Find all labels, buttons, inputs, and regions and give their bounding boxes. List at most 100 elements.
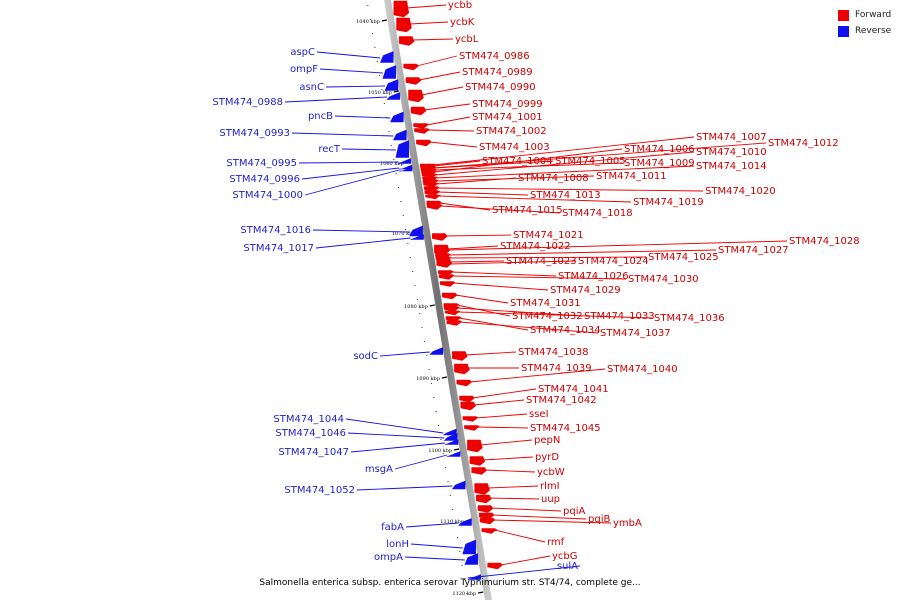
gene-label-STM474_1018[interactable]: STM474_1018: [562, 208, 633, 219]
gene-label-STM474_1046[interactable]: STM474_1046: [275, 428, 346, 439]
gene-label-STM474_1023[interactable]: STM474_1023: [506, 256, 577, 267]
gene-label-STM474_1031[interactable]: STM474_1031: [510, 298, 581, 309]
gene-label-ycbK[interactable]: ycbK: [450, 17, 475, 28]
gene-label-STM474_1009[interactable]: STM474_1009: [624, 158, 695, 169]
gene-label-STM474_0996[interactable]: STM474_0996: [229, 174, 300, 185]
gene-label-STM474_1000[interactable]: STM474_1000: [232, 190, 303, 201]
gene-label-STM474_1008[interactable]: STM474_1008: [518, 173, 589, 184]
gene-label-STM474_1005[interactable]: STM474_1005: [555, 156, 626, 167]
gene-label-STM474_1026[interactable]: STM474_1026: [558, 271, 629, 282]
gene-label-rlmI[interactable]: rlmI: [540, 481, 560, 492]
gene-label-STM474_1044[interactable]: STM474_1044: [273, 414, 344, 425]
gene-label-STM474_1033[interactable]: STM474_1033: [584, 311, 655, 322]
gene-label-STM474_1013[interactable]: STM474_1013: [530, 190, 601, 201]
gene-label-msgA[interactable]: msgA: [365, 464, 393, 475]
gene-label-STM474_1025[interactable]: STM474_1025: [648, 252, 719, 263]
connector-STM474_1010: [434, 151, 695, 176]
gene-label-STM474_1002[interactable]: STM474_1002: [476, 126, 547, 137]
gene-label-STM474_1042[interactable]: STM474_1042: [526, 395, 597, 406]
minor-tick: [426, 355, 428, 356]
minor-tick: [463, 579, 465, 580]
reverse-swatch: [838, 25, 849, 37]
gene-label-pyrD[interactable]: pyrD: [535, 452, 559, 463]
gene-label-STM474_1032[interactable]: STM474_1032: [512, 311, 583, 322]
minor-tick: [400, 201, 402, 202]
gene-arrow-sseI: [462, 416, 479, 422]
gene-arrow-STM474_1021: [431, 233, 448, 241]
gene-label-STM474_1021[interactable]: STM474_1021: [513, 230, 584, 241]
gene-label-STM474_1003[interactable]: STM474_1003: [479, 142, 550, 153]
gene-label-lonH[interactable]: lonH: [386, 539, 409, 550]
gene-label-STM474_1040[interactable]: STM474_1040: [607, 364, 678, 375]
gene-label-STM474_0993[interactable]: STM474_0993: [219, 128, 290, 139]
gene-label-STM474_1027[interactable]: STM474_1027: [718, 245, 789, 256]
gene-label-ycbG[interactable]: ycbG: [552, 551, 578, 562]
gene-label-ompF[interactable]: ompF: [290, 64, 318, 75]
gene-label-asnC[interactable]: asnC: [299, 82, 324, 93]
gene-label-rmf[interactable]: rmf: [547, 537, 565, 548]
gene-label-STM474_1047[interactable]: STM474_1047: [278, 447, 349, 458]
connector-STM474_1023: [449, 260, 505, 263]
gene-label-pqiB[interactable]: pqiB: [588, 514, 610, 525]
connector-STM474_1045: [477, 426, 529, 429]
gene-label-STM474_1019[interactable]: STM474_1019: [633, 197, 704, 208]
gene-label-STM474_1029[interactable]: STM474_1029: [550, 285, 621, 296]
gene-label-STM474_1045[interactable]: STM474_1045: [530, 423, 601, 434]
gene-label-STM474_1020[interactable]: STM474_1020: [705, 186, 776, 197]
gene-label-STM474_1022[interactable]: STM474_1022: [500, 241, 571, 252]
gene-label-STM474_1034[interactable]: STM474_1034: [530, 325, 601, 336]
minor-tick: [372, 33, 374, 34]
gene-label-STM474_1017[interactable]: STM474_1017: [243, 243, 314, 254]
gene-label-sodC[interactable]: sodC: [353, 351, 378, 362]
gene-label-STM474_1001[interactable]: STM474_1001: [472, 112, 543, 123]
gene-label-STM474_1052[interactable]: STM474_1052: [284, 485, 355, 496]
gene-label-STM474_0999[interactable]: STM474_0999: [472, 99, 543, 110]
gene-label-STM474_1039[interactable]: STM474_1039: [521, 363, 592, 374]
connector-STM474_1024: [449, 260, 577, 265]
gene-label-STM474_1030[interactable]: STM474_1030: [628, 274, 699, 285]
gene-label-STM474_0986[interactable]: STM474_0986: [459, 51, 530, 62]
gene-label-ycbL[interactable]: ycbL: [455, 34, 479, 45]
gene-label-STM474_1036[interactable]: STM474_1036: [654, 313, 725, 324]
gene-label-sulA[interactable]: sulA: [557, 561, 578, 572]
minor-tick: [395, 173, 397, 174]
gene-label-pncB[interactable]: pncB: [308, 111, 333, 122]
gene-label-STM474_1007[interactable]: STM474_1007: [696, 132, 767, 143]
gene-label-STM474_0988[interactable]: STM474_0988: [212, 97, 283, 108]
gene-label-STM474_0995[interactable]: STM474_0995: [226, 158, 297, 169]
connector-STM474_1031: [455, 294, 509, 304]
gene-label-STM474_0989[interactable]: STM474_0989: [462, 67, 533, 78]
gene-label-STM474_1004[interactable]: STM474_1004: [482, 156, 553, 167]
gene-label-STM474_1010[interactable]: STM474_1010: [696, 147, 767, 158]
gene-label-STM474_1028[interactable]: STM474_1028: [789, 236, 860, 247]
gene-label-ymbA[interactable]: ymbA: [613, 518, 642, 529]
gene-label-ycbb[interactable]: ycbb: [448, 0, 472, 11]
gene-label-pepN[interactable]: pepN: [534, 435, 560, 446]
gene-label-STM474_1037[interactable]: STM474_1037: [600, 328, 671, 339]
gene-label-uup[interactable]: uup: [541, 494, 560, 505]
connector-STM474_1038: [465, 351, 517, 356]
minor-tick: [402, 215, 404, 216]
gene-label-STM474_0990[interactable]: STM474_0990: [465, 82, 536, 93]
gene-label-ycbW[interactable]: ycbW: [537, 467, 565, 478]
gene-label-STM474_1011[interactable]: STM474_1011: [596, 171, 667, 182]
connector-STM474_0999: [423, 103, 471, 111]
gene-label-STM474_1012[interactable]: STM474_1012: [768, 138, 839, 149]
minor-tick: [461, 565, 463, 566]
gene-label-STM474_1006[interactable]: STM474_1006: [624, 144, 695, 155]
gene-label-STM474_1016[interactable]: STM474_1016: [240, 225, 311, 236]
gene-label-pqiA[interactable]: pqiA: [563, 506, 585, 517]
gene-label-STM474_1038[interactable]: STM474_1038: [518, 347, 589, 358]
gene-label-fabA[interactable]: fabA: [381, 522, 404, 533]
gene-label-STM474_1024[interactable]: STM474_1024: [578, 256, 649, 267]
gene-label-STM474_1015[interactable]: STM474_1015: [492, 205, 563, 216]
gene-label-aspC[interactable]: aspC: [290, 47, 315, 58]
gene-label-STM474_1014[interactable]: STM474_1014: [696, 161, 767, 172]
gene-label-ompA[interactable]: ompA: [374, 552, 403, 563]
gene-label-STM474_1041[interactable]: STM474_1041: [538, 384, 609, 395]
gene-label-recT[interactable]: recT: [318, 144, 341, 155]
gene-label-sseI[interactable]: sseI: [529, 409, 549, 420]
legend-forward: Forward: [838, 8, 891, 22]
kbp-tick-mark: [453, 448, 460, 451]
connector-STM474_0986: [416, 55, 458, 67]
